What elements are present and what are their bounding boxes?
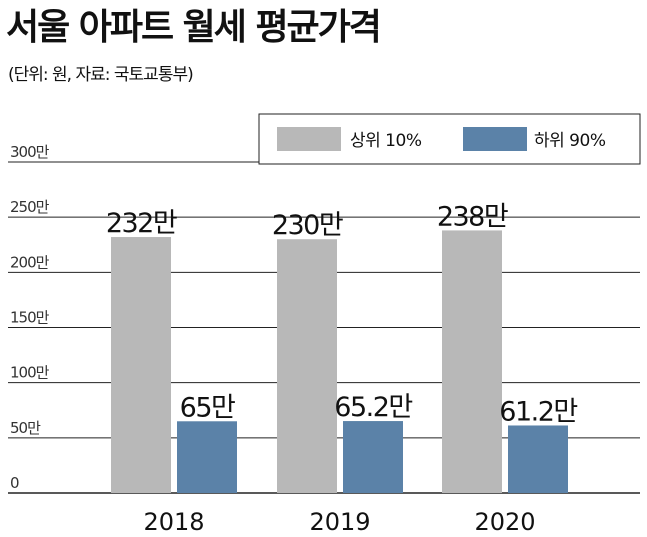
data-labels: 232만 65만 230만 65.2만 238만 61.2만 <box>106 201 579 427</box>
legend-swatch-bottom90 <box>463 127 527 151</box>
data-label: 238만 <box>437 201 508 232</box>
bar-top10-2020 <box>442 230 502 493</box>
x-tick-label: 2020 <box>474 508 535 536</box>
x-tick-label: 2019 <box>309 508 370 536</box>
y-tick-label: 200만 <box>10 253 50 271</box>
x-axis-ticks: 2018 2019 2020 <box>143 508 535 536</box>
bar-bottom90-2020 <box>508 425 568 493</box>
legend-label-bottom90: 하위 90% <box>534 131 606 151</box>
y-tick-label: 100만 <box>10 364 50 382</box>
legend-label-top10: 상위 10% <box>350 131 422 151</box>
bars <box>111 230 568 493</box>
y-tick-label: 0 <box>10 474 19 492</box>
legend: 상위 10% 하위 90% <box>258 113 641 165</box>
bar-bottom90-2019 <box>343 421 403 493</box>
y-tick-label: 250만 <box>10 198 50 216</box>
data-label: 65.2만 <box>334 392 412 423</box>
x-tick-label: 2018 <box>143 508 204 536</box>
legend-swatch-top10 <box>277 127 341 151</box>
data-label: 61.2만 <box>499 396 577 427</box>
y-axis-ticks: 0 50만 100만 150만 200만 250만 300만 <box>10 143 51 492</box>
bar-top10-2018 <box>111 237 171 493</box>
bar-bottom90-2018 <box>177 421 237 493</box>
data-label: 230만 <box>272 210 343 241</box>
chart-subtitle: (단위: 원, 자료: 국토교통부) <box>8 65 194 85</box>
bar-top10-2019 <box>277 239 337 493</box>
data-label: 232만 <box>106 208 177 239</box>
y-tick-label: 150만 <box>10 309 50 327</box>
data-label: 65만 <box>180 392 235 423</box>
y-tick-label: 300만 <box>10 143 50 161</box>
y-tick-label: 50만 <box>10 419 41 437</box>
chart-title: 서울 아파트 월세 평균가격 <box>6 7 382 48</box>
